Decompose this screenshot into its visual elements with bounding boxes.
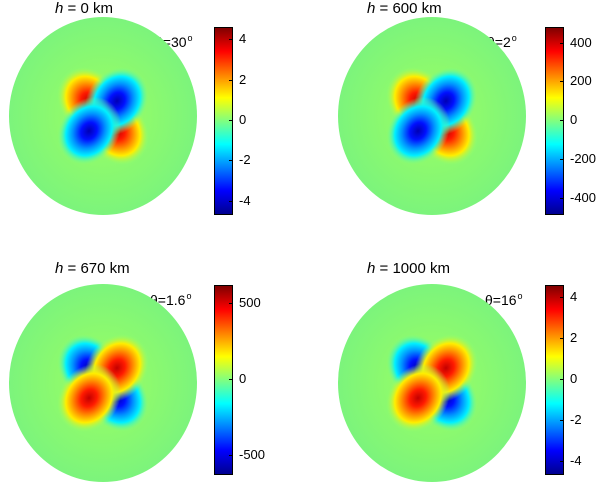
positive-lobe — [56, 363, 122, 433]
field-disc — [338, 284, 526, 482]
colorbar — [214, 285, 233, 475]
colorbar-tick-label: -400 — [570, 189, 597, 205]
colorbar-tick-label: -500 — [239, 446, 266, 462]
colorbar-tick-label: 2 — [570, 330, 578, 346]
colorbar-tick-mark — [229, 79, 233, 81]
colorbar-tick-mark — [560, 158, 564, 160]
colorbar-tick-label: 0 — [570, 112, 578, 127]
colorbar-tick-mark — [560, 120, 564, 121]
colorbar-tick-mark — [229, 160, 233, 162]
field-disc — [338, 17, 526, 215]
colorbar-tick-mark — [560, 42, 564, 44]
colorbar-tick-label: 2 — [239, 71, 247, 87]
colorbar-tick-mark — [229, 454, 233, 456]
colorbar-tick-label: -200 — [570, 150, 597, 166]
colorbar — [545, 27, 564, 215]
theta-label: θ=16o — [485, 291, 523, 308]
positive-lobe — [385, 363, 451, 433]
colorbar-tick-label: 0 — [570, 371, 578, 386]
colorbar-tick-label: -2 — [570, 411, 582, 427]
colorbar-tick-label: 4 — [239, 31, 247, 47]
field-disc — [9, 17, 197, 215]
colorbar-tick-mark — [229, 303, 233, 305]
colorbar-tick-label: 4 — [570, 289, 578, 305]
colorbar-tick-mark — [560, 419, 564, 421]
colorbar-tick-mark — [229, 120, 233, 121]
colorbar-tick-mark — [560, 379, 564, 380]
field-disc — [9, 284, 197, 482]
colorbar-tick-mark — [229, 200, 233, 202]
negative-lobe — [56, 96, 122, 166]
colorbar-tick-label: -4 — [570, 452, 582, 468]
colorbar-tick-mark — [560, 197, 564, 199]
colorbar-tick-mark — [560, 338, 564, 340]
panel-title: h = 1000 km — [367, 260, 450, 277]
panel-title: h = 0 km — [55, 0, 113, 17]
colorbar-tick-label: 500 — [239, 295, 261, 311]
colorbar-tick-mark — [560, 81, 564, 83]
colorbar-tick-mark — [229, 39, 233, 41]
colorbar-tick-mark — [560, 297, 564, 299]
colorbar-tick-mark — [229, 379, 233, 380]
colorbar-tick-label: 400 — [570, 34, 592, 50]
colorbar — [545, 285, 564, 475]
colorbar-tick-label: 200 — [570, 73, 592, 89]
colorbar-tick-label: 0 — [239, 371, 247, 386]
negative-lobe — [385, 96, 451, 166]
colorbar-tick-label: -4 — [239, 192, 251, 208]
colorbar — [214, 27, 233, 215]
colorbar-tick-label: -2 — [239, 152, 251, 168]
colorbar-tick-label: 0 — [239, 112, 247, 127]
panel-title: h = 600 km — [367, 0, 442, 17]
panel-title: h = 670 km — [55, 260, 130, 277]
colorbar-tick-mark — [560, 460, 564, 462]
